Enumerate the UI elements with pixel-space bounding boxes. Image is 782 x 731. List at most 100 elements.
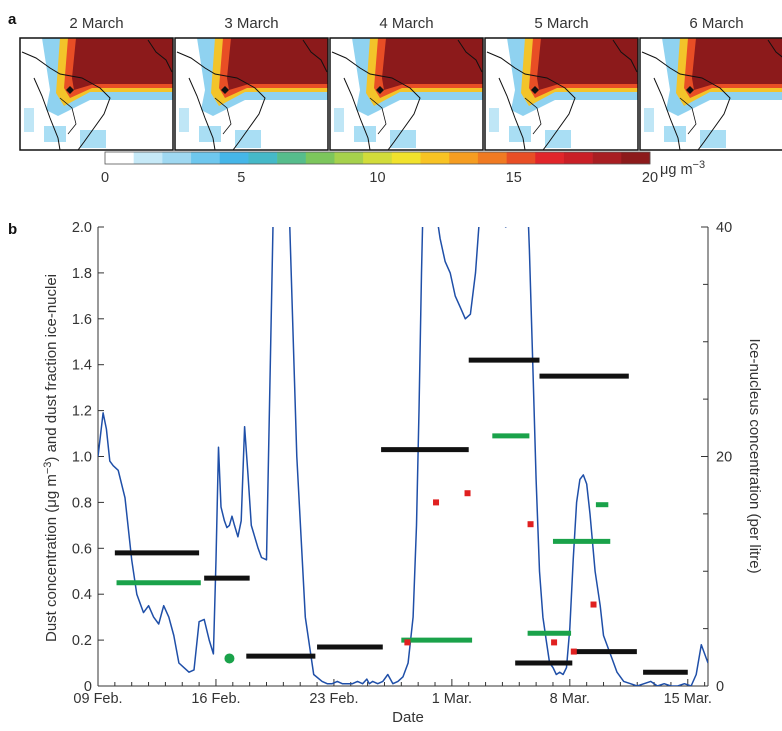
dust-patch	[199, 126, 221, 142]
map-frame	[329, 37, 484, 151]
colorbar-swatch	[305, 152, 335, 164]
border-line	[679, 97, 697, 135]
x-tick-label: 23 Feb.	[309, 691, 358, 707]
dust-patch	[509, 126, 531, 142]
x-tick-label: 16 Feb.	[191, 691, 240, 707]
colorbar-tick-label: 10	[369, 170, 385, 186]
y-tick-left-label: 0.2	[72, 633, 92, 649]
colorbar-frame	[104, 151, 651, 165]
border-line	[214, 97, 232, 135]
colorbar: 0 5 10 15 20	[101, 151, 658, 186]
coastline	[188, 77, 216, 150]
colorbar-swatch	[162, 152, 192, 164]
panel-b-label: b	[8, 221, 17, 238]
colorbar-swatch	[391, 152, 421, 164]
dust-patch	[644, 108, 654, 132]
map-content	[485, 38, 638, 150]
coastline	[612, 39, 638, 73]
x-axis-title: Date	[392, 709, 424, 726]
map-date-label: 6 March	[689, 15, 743, 32]
dust-patch	[700, 130, 726, 148]
panel-a-label: a	[8, 11, 17, 28]
dust-patch	[545, 130, 571, 148]
coastline	[767, 39, 782, 58]
map-frame	[484, 37, 639, 151]
x-tick-label: 8 Mar.	[550, 691, 590, 707]
colorbar-swatch	[277, 152, 307, 164]
site-marker	[376, 86, 384, 94]
coastline	[498, 77, 526, 150]
dust-plume-core	[382, 38, 483, 90]
map-panel: 5 March	[484, 15, 639, 151]
y-tick-left-label: 0.6	[72, 541, 92, 557]
colorbar-swatch	[334, 152, 364, 164]
y-tick-right-label: 40	[716, 220, 732, 236]
y-axis-right-title: Ice-nucleus concentration (per litre)	[746, 338, 763, 573]
dust-plume-core	[227, 38, 328, 90]
colorbar-swatch	[133, 152, 163, 164]
coastline	[457, 39, 483, 73]
ice-nucleus-point	[551, 639, 558, 646]
y-tick-left-label: 1.2	[72, 404, 92, 420]
map-date-label: 5 March	[534, 15, 588, 32]
y-tick-left-label: 0	[84, 679, 92, 695]
coastline	[331, 51, 421, 150]
y-tick-left-label: 1.8	[72, 266, 92, 282]
plot-series	[98, 227, 708, 686]
ice-nucleus-point	[590, 601, 597, 608]
colorbar-unit: μg m−3	[660, 159, 705, 178]
ice-nucleus-point	[527, 521, 534, 528]
x-tick-label: 1 Mar.	[432, 691, 472, 707]
colorbar-swatch	[420, 152, 450, 164]
y-tick-left-label: 1.6	[72, 312, 92, 328]
y-tick-left-label: 1.4	[72, 358, 92, 374]
colorbar-swatch	[477, 152, 507, 164]
map-content	[175, 38, 328, 150]
site-marker	[66, 86, 74, 94]
colorbar-tick-label: 15	[506, 170, 522, 186]
colorbar-swatch	[563, 152, 593, 164]
colorbar-swatch	[592, 152, 622, 164]
map-panel: 6 March	[639, 15, 782, 151]
dust-patch	[390, 130, 416, 148]
dust-patch	[44, 126, 66, 142]
map-panel: 4 March	[329, 15, 484, 151]
y-tick-left-label: 0.8	[72, 495, 92, 511]
y-tick-left-label: 1.0	[72, 450, 92, 466]
dust-patch	[24, 108, 34, 132]
ice-fraction-point	[224, 653, 235, 664]
coastline	[176, 51, 266, 150]
y-tick-right-label: 20	[716, 450, 732, 466]
colorbar-tick-label: 20	[642, 170, 658, 186]
map-panel: 2 March	[19, 15, 174, 151]
map-content	[330, 38, 483, 150]
colorbar-swatch	[191, 152, 221, 164]
site-marker	[531, 86, 539, 94]
colorbar-swatch	[105, 152, 134, 164]
map-frame	[174, 37, 329, 151]
dust-patch	[354, 126, 376, 142]
map-strip: 2 March 3 March 4 March 5 March 6 March	[19, 15, 782, 151]
map-panel: 3 March	[174, 15, 329, 151]
coastline	[21, 51, 111, 150]
dust-plume-core	[72, 38, 173, 90]
coastline	[33, 77, 61, 150]
site-marker	[221, 86, 229, 94]
dust-patch	[80, 130, 106, 148]
colorbar-swatch	[248, 152, 278, 164]
coastline	[641, 51, 731, 150]
y-tick-right-label: 0	[716, 679, 724, 695]
x-tick-label: 09 Feb.	[73, 691, 122, 707]
map-date-label: 4 March	[379, 15, 433, 32]
colorbar-swatch	[219, 152, 249, 164]
colorbar-swatch	[363, 152, 393, 164]
dust-concentration-line	[98, 227, 708, 686]
map-frame	[19, 37, 174, 151]
ice-nucleus-point	[570, 648, 577, 655]
coastline	[147, 39, 173, 73]
dust-patch	[664, 126, 686, 142]
colorbar-swatch	[506, 152, 536, 164]
y-tick-left-label: 2.0	[72, 220, 92, 236]
coastline	[302, 39, 328, 73]
